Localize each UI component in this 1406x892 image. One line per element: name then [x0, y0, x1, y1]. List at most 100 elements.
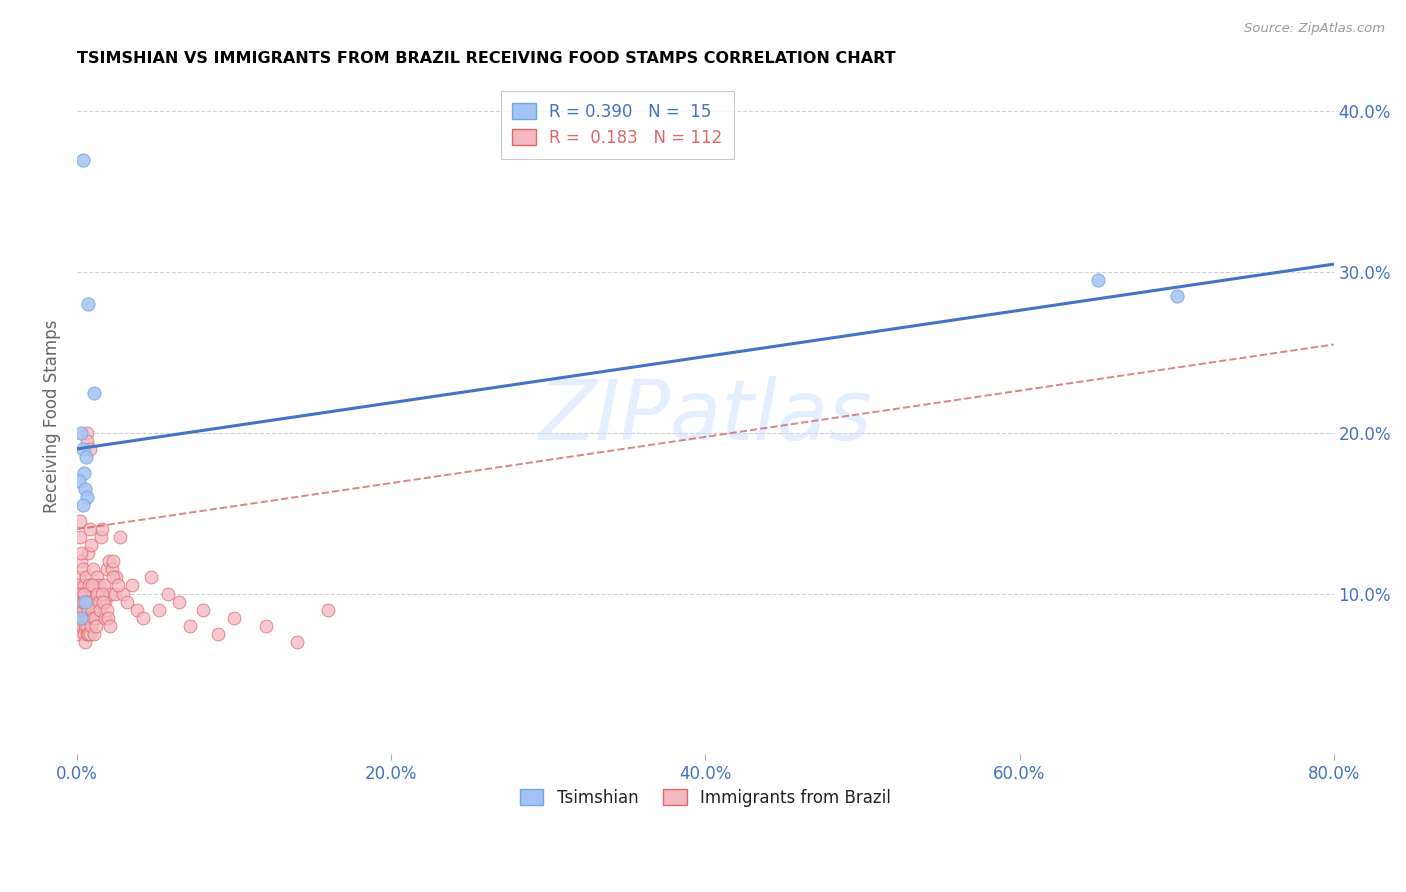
Point — [84, 618, 107, 632]
Point — [87, 578, 110, 592]
Point — [73, 610, 96, 624]
Point — [167, 594, 190, 608]
Point — [76, 626, 98, 640]
Text: Source: ZipAtlas.com: Source: ZipAtlas.com — [1244, 22, 1385, 36]
Point — [70, 602, 93, 616]
Point — [100, 562, 122, 576]
Point — [69, 610, 91, 624]
Point — [132, 610, 155, 624]
Point — [90, 530, 112, 544]
Point — [79, 594, 101, 608]
Point — [69, 586, 91, 600]
Point — [97, 610, 120, 624]
Point — [79, 626, 101, 640]
Point — [67, 618, 90, 632]
Point — [107, 578, 129, 592]
Point — [72, 602, 94, 616]
Point — [73, 626, 96, 640]
Point — [94, 594, 117, 608]
Point — [72, 442, 94, 456]
Point — [254, 618, 277, 632]
Point — [72, 594, 94, 608]
Point — [83, 578, 105, 592]
Point — [318, 602, 340, 616]
Point — [90, 586, 112, 600]
Point — [69, 474, 91, 488]
Point — [69, 546, 91, 560]
Point — [73, 594, 96, 608]
Point — [73, 482, 96, 496]
Point — [72, 594, 94, 608]
Point — [1166, 289, 1188, 303]
Point — [79, 610, 101, 624]
Point — [69, 530, 91, 544]
Point — [94, 610, 117, 624]
Point — [86, 586, 108, 600]
Legend: Tsimshian, Immigrants from Brazil: Tsimshian, Immigrants from Brazil — [513, 782, 897, 814]
Point — [72, 498, 94, 512]
Point — [70, 610, 93, 624]
Point — [108, 530, 131, 544]
Point — [67, 610, 90, 624]
Point — [96, 602, 118, 616]
Point — [98, 586, 121, 600]
Point — [73, 586, 96, 600]
Point — [79, 522, 101, 536]
Point — [80, 618, 103, 632]
Point — [1087, 273, 1109, 287]
Point — [87, 594, 110, 608]
Point — [72, 153, 94, 167]
Point — [83, 626, 105, 640]
Point — [66, 594, 89, 608]
Point — [70, 618, 93, 632]
Text: TSIMSHIAN VS IMMIGRANTS FROM BRAZIL RECEIVING FOOD STAMPS CORRELATION CHART: TSIMSHIAN VS IMMIGRANTS FROM BRAZIL RECE… — [77, 51, 896, 66]
Point — [79, 442, 101, 456]
Point — [69, 514, 91, 528]
Point — [76, 618, 98, 632]
Point — [76, 434, 98, 448]
Point — [105, 570, 128, 584]
Point — [77, 578, 100, 592]
Point — [80, 578, 103, 592]
Point — [75, 450, 97, 464]
Point — [82, 562, 104, 576]
Point — [125, 602, 148, 616]
Point — [117, 594, 139, 608]
Point — [83, 610, 105, 624]
Point — [72, 610, 94, 624]
Point — [76, 425, 98, 440]
Point — [89, 602, 111, 616]
Point — [73, 586, 96, 600]
Point — [111, 586, 134, 600]
Point — [67, 570, 90, 584]
Point — [77, 297, 100, 311]
Point — [93, 594, 115, 608]
Point — [84, 610, 107, 624]
Point — [70, 594, 93, 608]
Point — [82, 610, 104, 624]
Point — [75, 570, 97, 584]
Point — [69, 578, 91, 592]
Point — [73, 618, 96, 632]
Point — [103, 554, 125, 568]
Point — [82, 602, 104, 616]
Point — [104, 586, 127, 600]
Point — [67, 602, 90, 616]
Point — [70, 554, 93, 568]
Point — [80, 594, 103, 608]
Point — [285, 634, 308, 648]
Point — [207, 626, 229, 640]
Point — [73, 618, 96, 632]
Point — [96, 562, 118, 576]
Point — [157, 586, 180, 600]
Point — [97, 554, 120, 568]
Point — [77, 602, 100, 616]
Point — [91, 522, 114, 536]
Point — [76, 594, 98, 608]
Point — [73, 466, 96, 480]
Point — [75, 594, 97, 608]
Point — [70, 425, 93, 440]
Point — [86, 570, 108, 584]
Point — [67, 602, 90, 616]
Point — [224, 610, 246, 624]
